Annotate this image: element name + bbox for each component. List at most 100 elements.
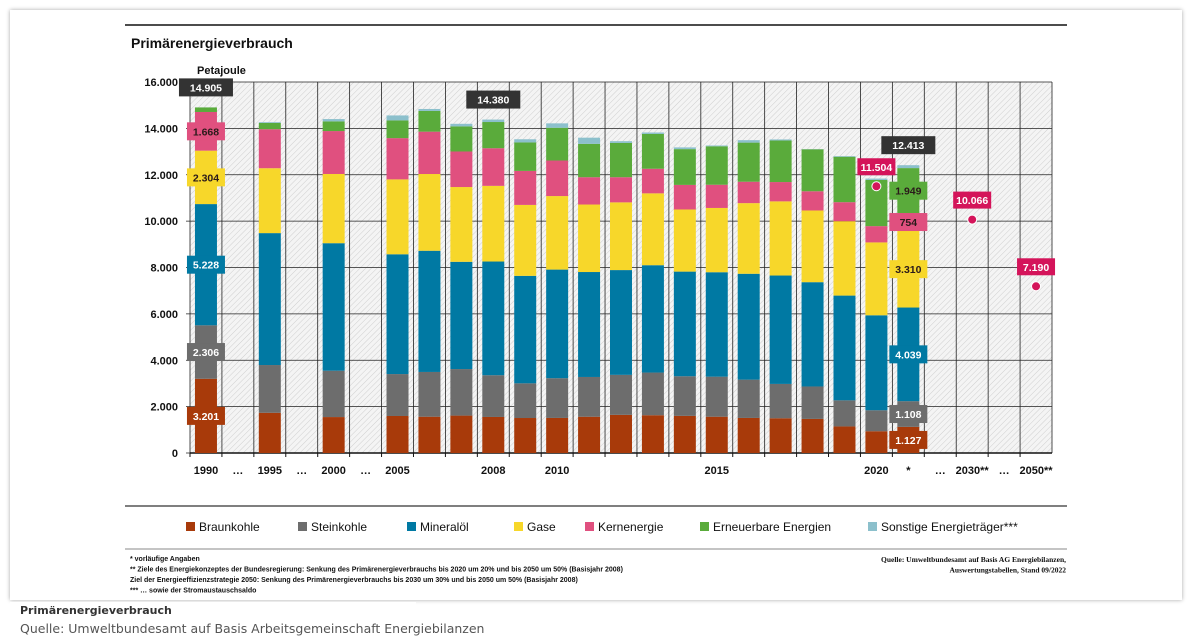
bar-segment-braunkohle-2000 <box>322 417 345 453</box>
bar-segment-steinkohle-2006 <box>418 371 441 417</box>
bar-segment-braunkohle-1995 <box>258 412 281 453</box>
segment-label-box <box>889 345 928 364</box>
bar-segment-sonstige-energieträger--2020 <box>865 178 888 180</box>
bar-segment-sonstige-energieträger--2012 <box>610 141 632 143</box>
y-tick-label: 14.000 <box>144 123 178 135</box>
footnote: * vorläufige Angaben <box>130 556 200 563</box>
bar-segment-kernenergie-2020 <box>865 226 888 243</box>
legend-swatch <box>700 522 709 531</box>
x-tick-label: 2020 <box>864 465 888 477</box>
bar-segment-braunkohle-2011 <box>578 416 601 453</box>
bar-segment-kernenergie-2000 <box>322 131 345 174</box>
bar-segment-braunkohle-2017 <box>769 418 792 453</box>
bar-segment-gase-2013 <box>641 193 664 266</box>
bar-segment-braunkohle-2010 <box>546 417 569 453</box>
segment-label-box <box>186 168 225 187</box>
source-note: Quelle: Umweltbundesamt auf Basis AG Ene… <box>881 555 1066 564</box>
bar-segment-sonstige-energieträger--2007 <box>450 123 473 127</box>
bar-segment-gase-2014 <box>673 209 696 272</box>
bar-segment-braunkohle-2005 <box>386 415 409 453</box>
segment-label: 2.304 <box>193 172 219 184</box>
bar-segment-sonstige-energieträger--2008 <box>482 119 505 123</box>
legend-swatch <box>407 522 416 531</box>
bar-segment-erneuerbare-energien-2019 <box>833 156 856 203</box>
bar-segment-gase-2019 <box>833 221 856 296</box>
y-tick-label: 12.000 <box>144 170 178 182</box>
x-tick-label: … <box>935 465 946 477</box>
segment-label-box <box>889 260 928 279</box>
bar-segment-braunkohle-2007 <box>450 415 473 453</box>
bar-segment-erneuerbare-energien-2009 <box>514 142 537 171</box>
bar-segment-gase-2016 <box>737 203 760 274</box>
bar-segment-sonstige-energieträger--2017 <box>769 139 792 141</box>
bar-segment-erneuerbare-energien-2010 <box>546 127 569 161</box>
segment-label: 1.949 <box>895 186 921 198</box>
bar-segment-braunkohle-2013 <box>641 415 664 453</box>
bar-segment-sonstige-energieträger--2016 <box>737 140 760 143</box>
bar-segment-gase-2009 <box>514 204 537 276</box>
legend-swatch <box>585 522 594 531</box>
y-tick-label: 6.000 <box>150 309 178 321</box>
bar-segment-steinkohle-2015 <box>705 376 728 417</box>
segment-label-box <box>889 405 928 424</box>
bar-segment-gase-2008 <box>482 185 505 262</box>
bar-segment-kernenergie-2017 <box>769 182 792 202</box>
bar-segment-steinkohle-2012 <box>610 374 632 415</box>
bar-segment-gase-2012 <box>610 202 632 271</box>
bar-segment-steinkohle-2000 <box>322 370 345 418</box>
bar-segment-braunkohle-2020 <box>865 431 888 453</box>
legend-label: Gase <box>527 520 556 534</box>
bar-segment-mineralöl-1995 <box>258 233 281 366</box>
bar-segment-erneuerbare-energien-2020 <box>865 179 888 227</box>
segment-label-box <box>889 181 928 200</box>
bar-segment-mineralöl-2005 <box>386 254 409 375</box>
bar-segment-mineralöl-2013 <box>641 265 664 373</box>
bar-segment-sonstige-energieträger--2005 <box>386 115 409 121</box>
bar-segment-erneuerbare-energien-2018 <box>801 149 824 192</box>
segment-label: 5.228 <box>193 260 219 272</box>
x-tick-label: … <box>296 465 307 477</box>
bar-segment-sonstige-energieträger--2015 <box>705 145 728 147</box>
bar-segment-mineralöl-2016 <box>737 273 760 380</box>
bar-segment-sonstige-energieträger--2014 <box>673 147 696 150</box>
bar-segment-erneuerbare-energien-2007 <box>450 126 473 152</box>
bar-segment-erneuerbare-energien-2014 <box>673 149 696 185</box>
bar-segment-steinkohle-2019 <box>833 400 856 427</box>
y-tick-label: 16.000 <box>144 77 178 89</box>
total-label: 12.413 <box>892 140 924 152</box>
y-axis-label: Petajoule <box>197 65 246 77</box>
caption-overlay: Primärenergieverbrauch Quelle: Umweltbun… <box>10 602 484 641</box>
x-tick-label: … <box>232 465 243 477</box>
bar-segment-steinkohle-2008 <box>482 375 505 417</box>
segment-label-box <box>889 430 928 449</box>
legend-label: Erneuerbare Energien <box>713 520 831 534</box>
bar-segment-erneuerbare-energien-2008 <box>482 122 505 149</box>
target-point <box>1031 281 1042 292</box>
bar-segment-kernenergie-2019 <box>833 202 856 222</box>
target-label-box <box>857 158 896 176</box>
bar-segment-kernenergie-2016 <box>737 181 760 204</box>
bar-segment-erneuerbare-energien-2011 <box>578 143 601 178</box>
bar-segment-gase-2005 <box>386 179 409 255</box>
bar-segment-steinkohle-2014 <box>673 376 696 416</box>
segment-label-box <box>186 255 225 274</box>
bar-segment-gase-2006 <box>418 174 441 251</box>
source-note: Auswertungstabellen, Stand 09/2022 <box>950 566 1067 575</box>
bar-segment-steinkohle-2013 <box>641 372 664 416</box>
bar-segment-mineralöl-2009 <box>514 275 537 384</box>
total-label-box <box>881 136 936 155</box>
bar-segment-gase-2011 <box>578 204 601 273</box>
y-tick-label: 2.000 <box>150 402 178 414</box>
bar-segment-sonstige-energieträger--2000 <box>322 119 345 122</box>
bar-segment-gase-2015 <box>705 207 728 273</box>
segment-label: 1.108 <box>895 409 921 421</box>
segment-label: 2.306 <box>193 347 219 359</box>
segment-label: 754 <box>900 217 918 229</box>
segment-label: 1.127 <box>895 435 921 447</box>
bar-segment-erneuerbare-energien-2006 <box>418 110 441 132</box>
bar-segment-gase-2020 <box>865 242 888 316</box>
x-tick-label: 2015 <box>705 465 729 477</box>
x-tick-label: … <box>360 465 371 477</box>
bar-segment-kernenergie-2010 <box>546 160 569 197</box>
bar-segment-gase-2000 <box>322 173 345 244</box>
